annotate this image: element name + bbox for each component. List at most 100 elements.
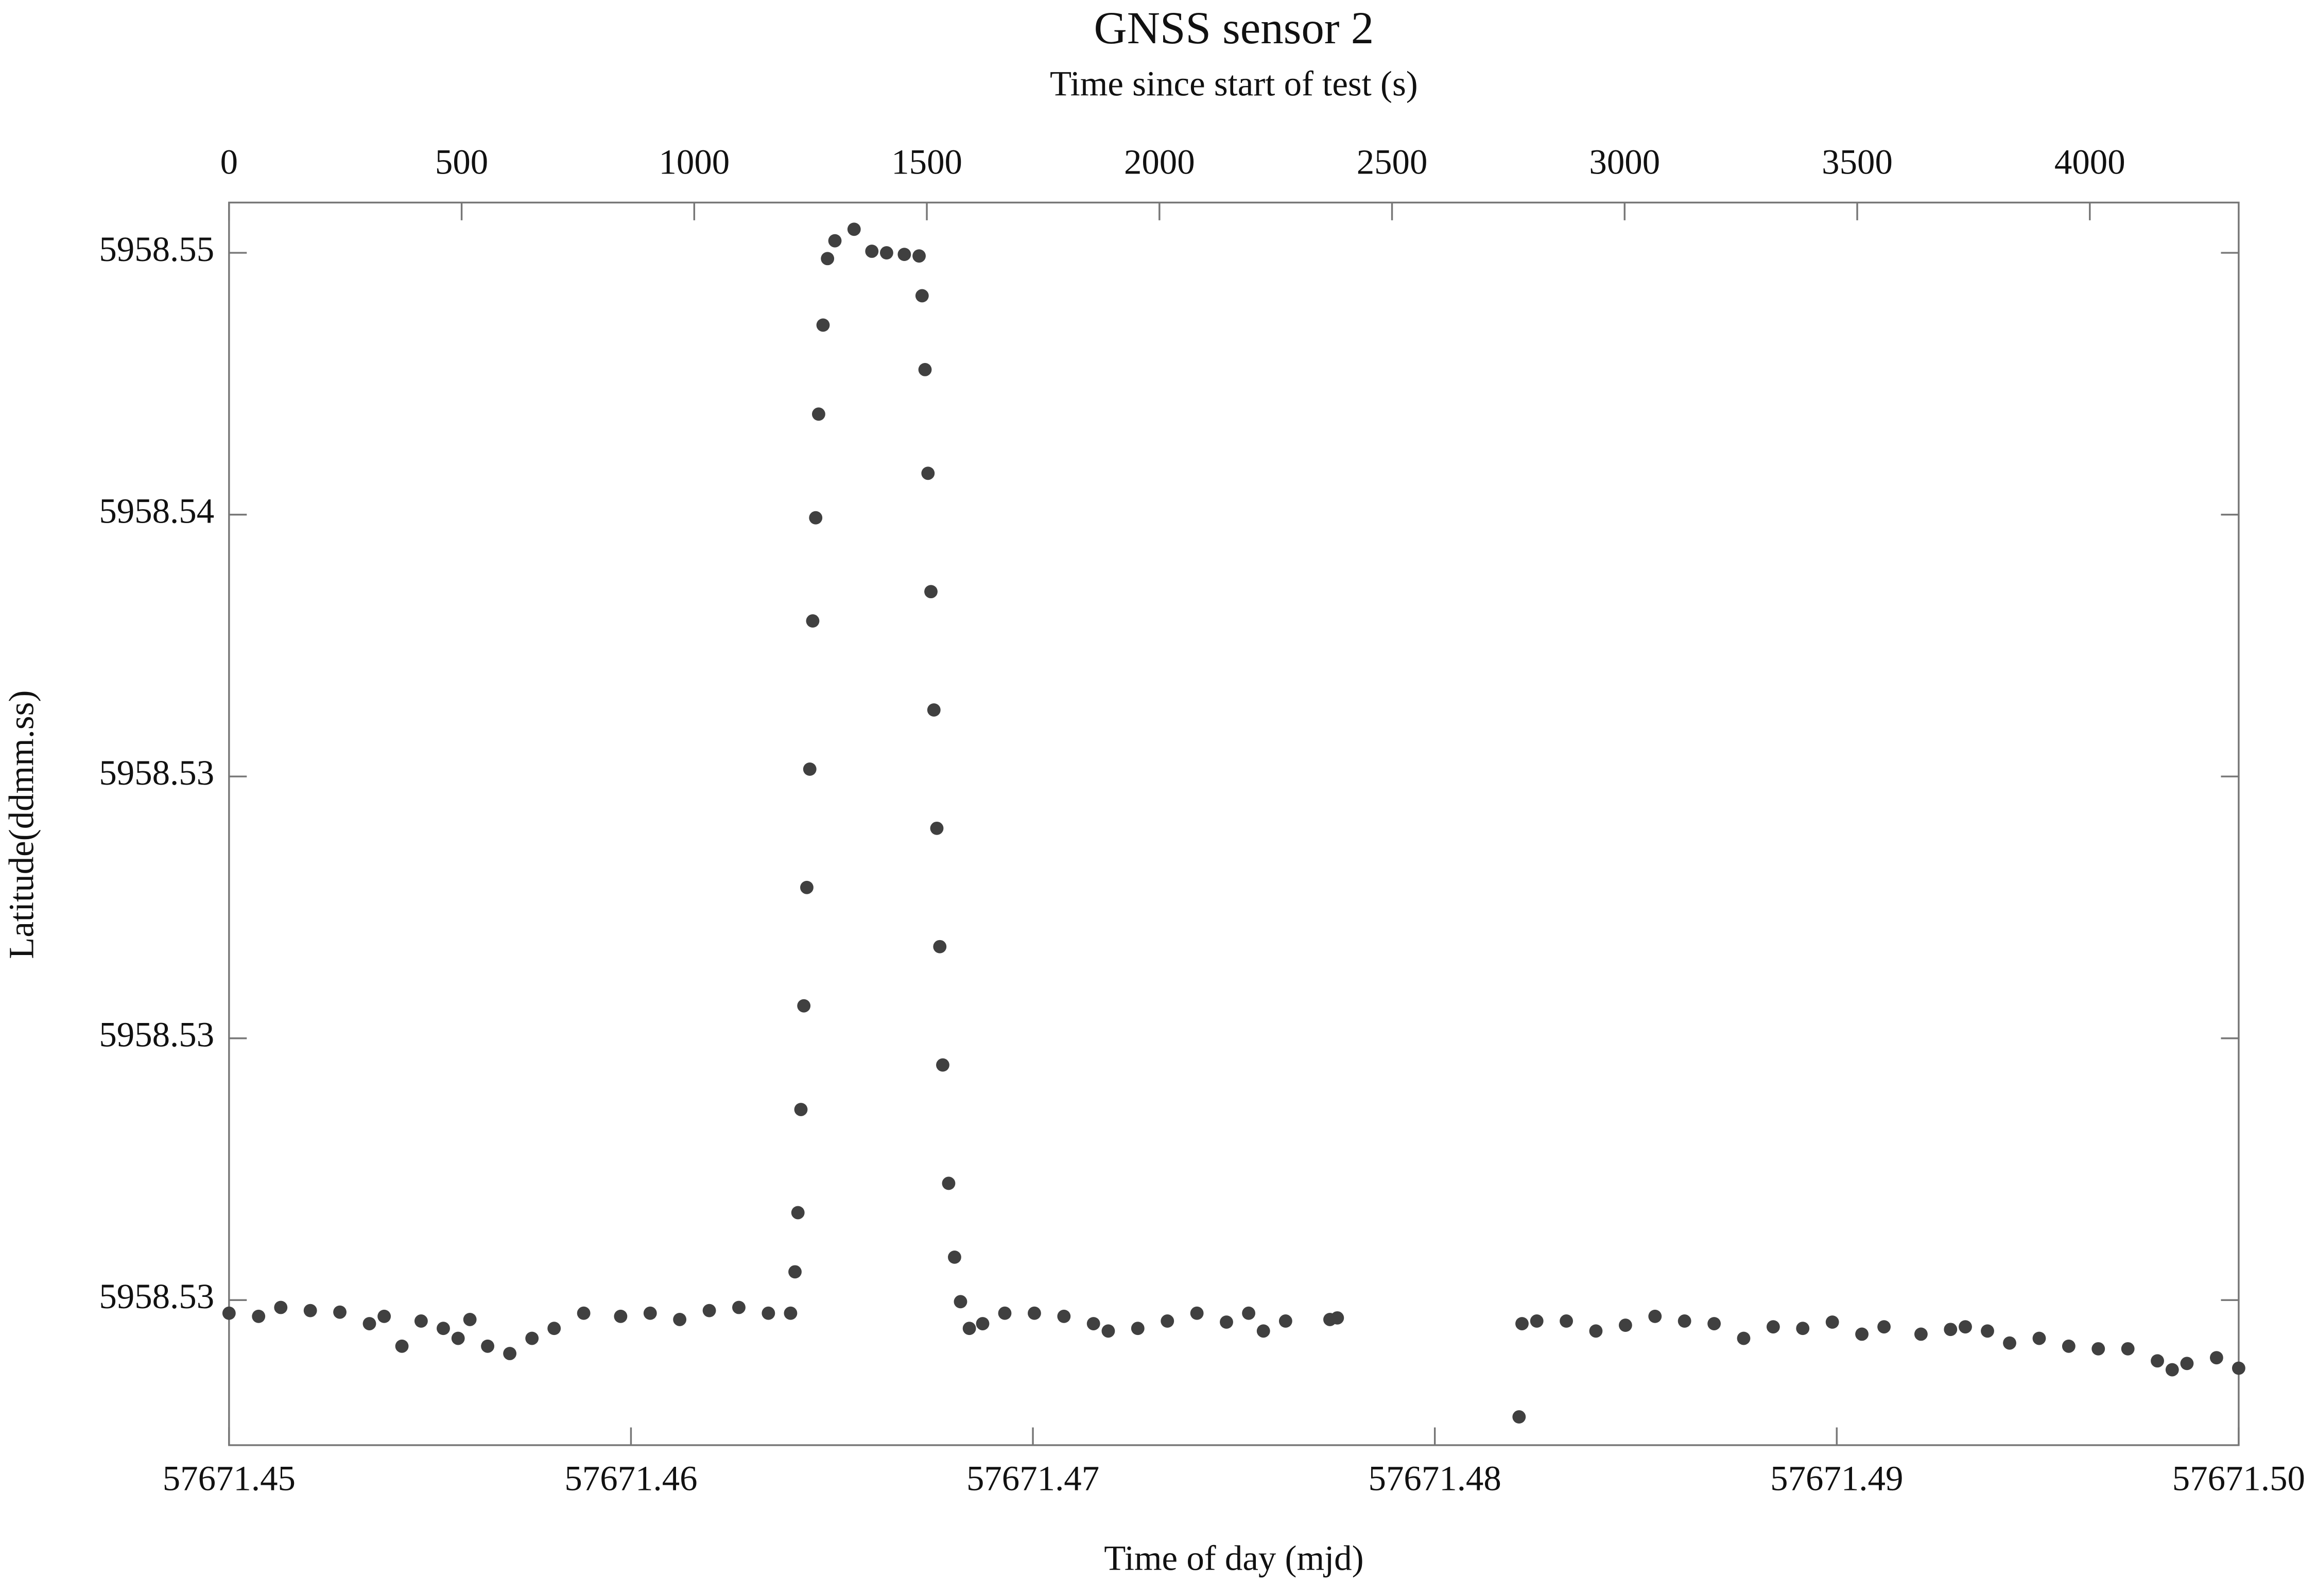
data-point xyxy=(924,585,938,599)
data-point xyxy=(1737,1331,1751,1345)
data-point xyxy=(274,1300,288,1314)
data-point xyxy=(897,248,911,262)
data-point xyxy=(1242,1306,1256,1320)
data-point xyxy=(762,1306,775,1320)
data-point xyxy=(1530,1314,1544,1328)
data-point xyxy=(395,1339,409,1353)
data-point xyxy=(800,880,814,894)
plot-frame xyxy=(228,201,2240,1446)
data-point xyxy=(333,1305,347,1319)
data-point xyxy=(1086,1317,1100,1330)
x-tick-label: 57671.47 xyxy=(966,1459,1099,1498)
top-tick-label: 4000 xyxy=(2054,142,2125,181)
data-point xyxy=(806,614,820,628)
data-point xyxy=(1766,1320,1780,1334)
data-point xyxy=(1278,1314,1292,1328)
data-point xyxy=(962,1322,976,1335)
data-point xyxy=(1959,1320,1972,1334)
data-point xyxy=(918,362,932,376)
data-point xyxy=(821,252,835,266)
data-point xyxy=(1057,1309,1071,1323)
top-axis-label: Time since start of test (s) xyxy=(1050,64,1418,103)
top-tick-label: 2500 xyxy=(1357,142,1428,181)
data-point xyxy=(2091,1342,2105,1356)
data-point xyxy=(1101,1324,1115,1338)
data-point xyxy=(936,1058,949,1072)
data-point xyxy=(577,1306,591,1320)
x-tick-label: 57671.46 xyxy=(564,1459,697,1498)
data-point xyxy=(2003,1336,2016,1350)
data-point xyxy=(865,245,879,258)
data-point xyxy=(976,1317,990,1330)
data-point xyxy=(2209,1351,2223,1365)
data-point xyxy=(1131,1322,1145,1335)
data-point xyxy=(732,1300,746,1314)
data-point xyxy=(915,289,929,303)
data-point xyxy=(794,1103,808,1116)
data-point xyxy=(377,1309,391,1323)
data-point xyxy=(933,940,947,953)
top-tick-label: 1000 xyxy=(659,142,730,181)
top-tick-label: 3000 xyxy=(1589,142,1660,181)
data-point xyxy=(1877,1320,1891,1334)
data-point xyxy=(880,246,893,259)
data-point xyxy=(463,1312,477,1326)
data-point xyxy=(788,1265,802,1279)
data-point xyxy=(1190,1306,1204,1320)
data-point xyxy=(847,222,861,236)
data-point xyxy=(1589,1324,1603,1338)
chart-title: GNSS sensor 2 xyxy=(1094,3,1374,54)
data-point xyxy=(954,1295,967,1309)
data-point xyxy=(437,1322,450,1335)
top-tick-label: 0 xyxy=(220,142,238,181)
top-tick-label: 3500 xyxy=(1822,142,1893,181)
data-point xyxy=(702,1304,716,1317)
data-point xyxy=(942,1176,956,1190)
data-point xyxy=(948,1250,961,1264)
top-tick-label: 1500 xyxy=(891,142,962,181)
data-point xyxy=(1678,1314,1691,1328)
data-point xyxy=(828,234,842,248)
data-point xyxy=(791,1206,805,1220)
y-axis-label: Latitude(ddmm.ss) xyxy=(2,690,41,959)
data-point xyxy=(1512,1410,1526,1424)
data-point xyxy=(547,1322,561,1335)
data-point xyxy=(927,703,941,717)
data-point xyxy=(362,1317,376,1330)
data-point xyxy=(503,1347,517,1360)
data-point xyxy=(1707,1317,1721,1330)
data-point xyxy=(1648,1309,1662,1323)
data-point xyxy=(1028,1306,1041,1320)
data-point xyxy=(1914,1327,1928,1341)
data-point xyxy=(2165,1363,2179,1377)
data-point xyxy=(1981,1324,1994,1338)
data-point xyxy=(1560,1314,1574,1328)
top-tick-label: 2000 xyxy=(1124,142,1195,181)
data-point xyxy=(930,821,944,835)
data-point xyxy=(809,511,823,525)
data-point xyxy=(525,1331,539,1345)
data-point xyxy=(481,1339,494,1353)
data-point xyxy=(1944,1323,1958,1337)
data-point xyxy=(414,1314,428,1328)
y-tick-label: 5958.53 xyxy=(99,1277,214,1316)
data-point xyxy=(614,1309,628,1323)
x-tick-label: 57671.49 xyxy=(1770,1459,1903,1498)
data-point xyxy=(1825,1315,1839,1329)
data-point xyxy=(2151,1354,2164,1368)
data-point xyxy=(1220,1315,1233,1329)
y-tick-label: 5958.53 xyxy=(99,1015,214,1054)
top-tick-label: 500 xyxy=(435,142,488,181)
x-tick-label: 57671.48 xyxy=(1369,1459,1501,1498)
data-point xyxy=(784,1306,798,1320)
data-point xyxy=(2032,1331,2046,1345)
data-point xyxy=(1515,1317,1529,1330)
data-point xyxy=(252,1309,266,1323)
data-point xyxy=(1330,1311,1344,1325)
data-point xyxy=(1619,1319,1632,1332)
x-axis-label: Time of day (mjd) xyxy=(1104,1539,1363,1578)
data-point xyxy=(811,407,825,421)
data-point xyxy=(1855,1327,1869,1341)
data-point xyxy=(451,1331,465,1345)
